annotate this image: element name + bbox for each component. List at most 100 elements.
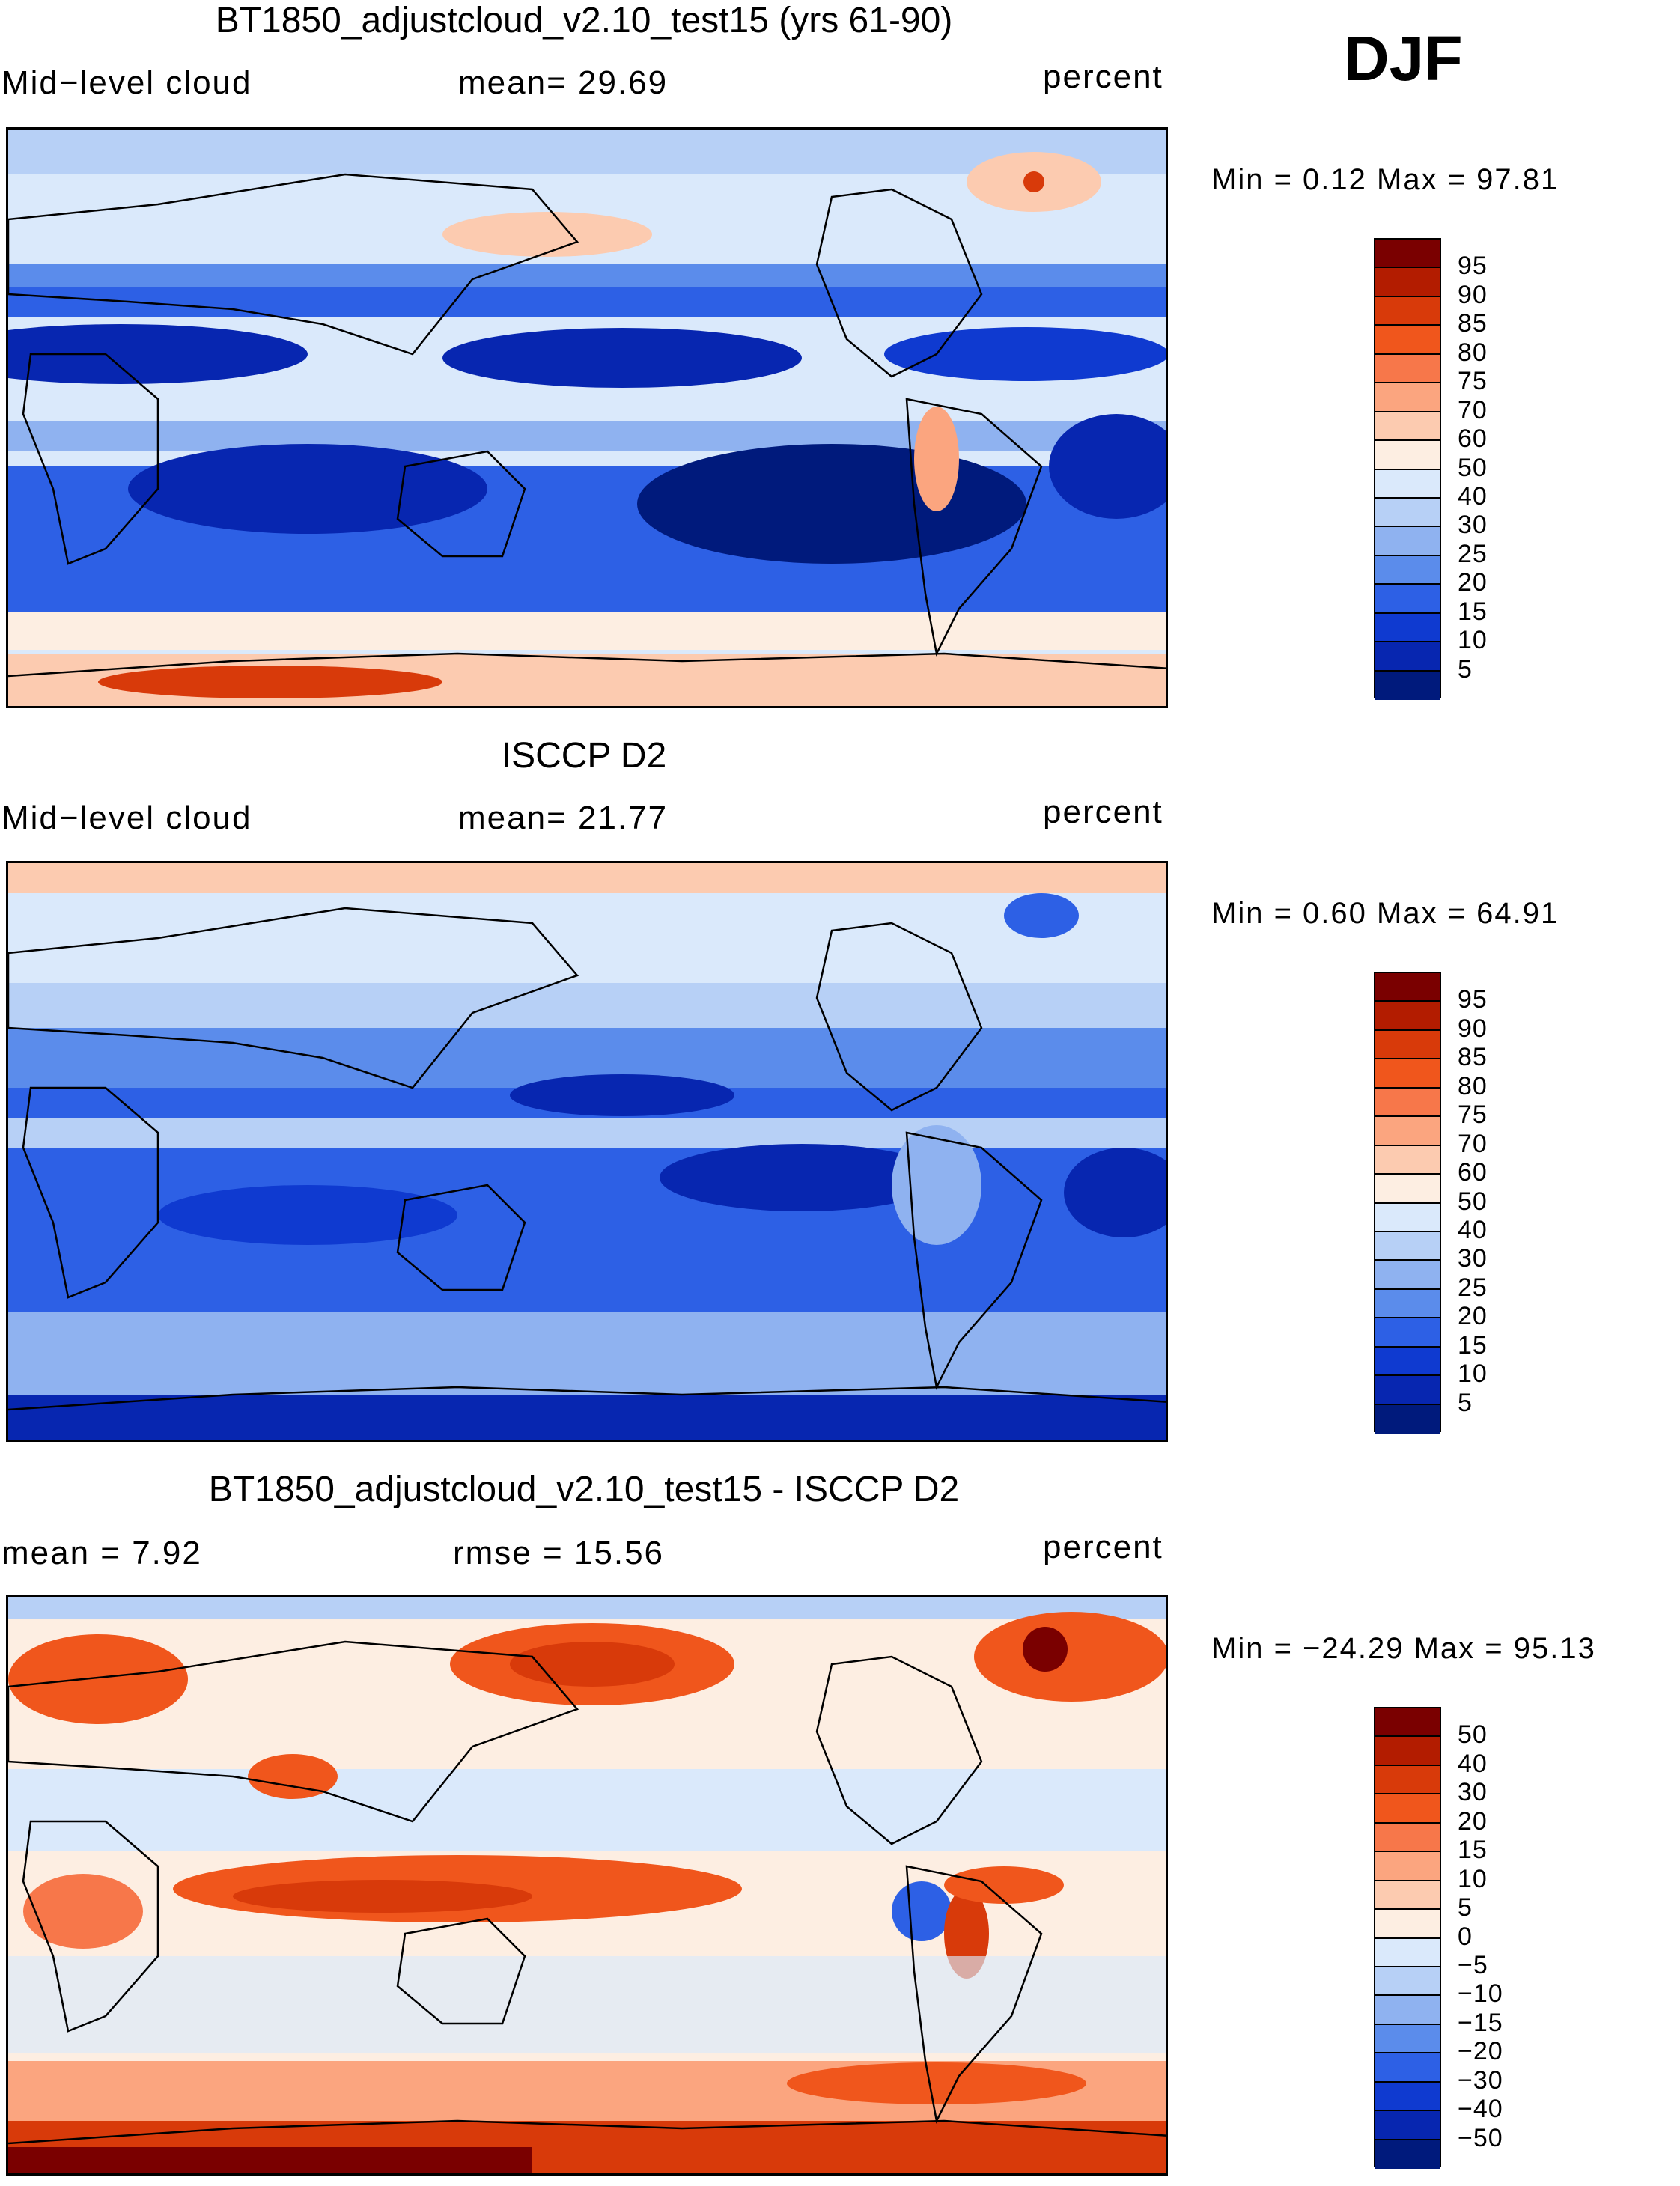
panel-3-tibet-positive [248, 1754, 338, 1799]
colorbar-swatch [1375, 1765, 1440, 1795]
panel-3-subtropic-s-band [8, 1956, 1166, 2053]
colorbar-tick-label: −15 [1458, 2008, 1503, 2037]
colorbar-swatch [1375, 1967, 1440, 1997]
panel-2-contour-plot [8, 863, 1166, 1440]
panel-3-coast-africa [22, 1820, 159, 2033]
colorbar-swatch [1375, 1938, 1440, 1967]
panel-2-coast-australia [396, 1184, 526, 1291]
colorbar-swatch [1375, 469, 1440, 499]
panel-1-units-label: percent [1043, 58, 1163, 95]
panel-3-rmse-label: rmse = 15.56 [453, 1535, 665, 1571]
panel-3-arctic-band [8, 1597, 1166, 1619]
panel-3-map [6, 1595, 1168, 2176]
colorbar-swatch [1375, 1794, 1440, 1824]
colorbar-swatch [1375, 1996, 1440, 2025]
panel-1-andes-high [914, 407, 959, 511]
panel-1-coast-africa [22, 353, 159, 565]
colorbar-swatch [1375, 441, 1440, 470]
colorbar-tick-label: 50 [1458, 453, 1488, 482]
colorbar-swatch [1375, 296, 1440, 326]
colorbar-swatch [1375, 240, 1440, 269]
panel-3-amazon-positive [944, 1866, 1064, 1904]
panel-3-europe-positive [8, 1634, 188, 1724]
colorbar-tick-label: 20 [1458, 1302, 1488, 1331]
panel-2-high-lat-n-band [8, 893, 1166, 983]
panel-2-variable-label: Mid−level cloud [1, 800, 252, 836]
panel-2-coast-north-america [815, 922, 983, 1112]
colorbar-tick-label: 85 [1458, 309, 1488, 338]
colorbar-swatch [1375, 1737, 1440, 1766]
panel-1-itcz-band [8, 421, 1166, 451]
panel-3-colorbar [1374, 1707, 1441, 2169]
colorbar-tick-label: 15 [1458, 1836, 1488, 1865]
colorbar-tick-label: 85 [1458, 1043, 1488, 1072]
panel-1-n-atlantic-low [884, 327, 1166, 381]
panel-1-sahara-low [8, 324, 308, 384]
panel-2-title: ISCCP D2 [501, 736, 667, 776]
panel-2-south-america-land [892, 1125, 981, 1245]
panel-3-minmax: Min = −24.29 Max = 95.13 [1211, 1632, 1596, 1665]
panel-1-arctic-band [8, 130, 1166, 174]
colorbar-tick-label: 10 [1458, 626, 1488, 655]
colorbar-swatch [1375, 1231, 1440, 1261]
colorbar-swatch [1375, 268, 1440, 297]
colorbar-tick-label: 0 [1458, 1922, 1473, 1951]
colorbar-swatch [1375, 1404, 1440, 1434]
panel-3-antarctic-peak [8, 2147, 532, 2173]
panel-1-mean-label: mean= 29.69 [458, 64, 669, 101]
panel-3-contour-plot [8, 1597, 1166, 2173]
panel-3-maritime-positive [233, 1880, 532, 1913]
colorbar-swatch [1375, 585, 1440, 614]
colorbar-swatch [1375, 2111, 1440, 2140]
colorbar-swatch [1375, 383, 1440, 412]
colorbar-tick-label: 15 [1458, 597, 1488, 626]
colorbar-tick-label: 95 [1458, 985, 1488, 1014]
panel-3-greenland-peak [1023, 1627, 1068, 1672]
colorbar-tick-label: −50 [1458, 2123, 1503, 2152]
colorbar-swatch [1375, 2024, 1440, 2054]
colorbar-tick-label: 80 [1458, 338, 1488, 367]
panel-2-greenland-low [1004, 893, 1079, 938]
panel-3-greenland-positive [974, 1612, 1166, 1702]
panel-3-mean-label: mean = 7.92 [1, 1535, 202, 1571]
colorbar-swatch [1375, 498, 1440, 528]
panel-2-coast-south-america [905, 1131, 1043, 1390]
colorbar-swatch [1375, 1059, 1440, 1089]
colorbar-swatch [1375, 1030, 1440, 1060]
panel-3-coast-eurasia [8, 1640, 579, 1823]
panel-2-coast-africa [22, 1086, 159, 1299]
panel-1-minmax: Min = 0.12 Max = 97.81 [1211, 163, 1559, 196]
panel-3-units-label: percent [1043, 1529, 1163, 1565]
panel-2-coast-eurasia [8, 907, 579, 1089]
colorbar-swatch [1375, 1376, 1440, 1405]
colorbar-tick-label: 60 [1458, 424, 1488, 454]
colorbar-swatch [1375, 671, 1440, 700]
colorbar-swatch [1375, 555, 1440, 585]
colorbar-swatch [1375, 1117, 1440, 1146]
colorbar-swatch [1375, 642, 1440, 672]
panel-3-coast-antarctica [8, 2119, 1166, 2145]
panel-2-subtropic-s-band [8, 1148, 1166, 1320]
panel-2-southern-ocean-band [8, 1312, 1166, 1395]
panel-1-s-atlantic-low [1049, 414, 1166, 519]
colorbar-swatch [1375, 613, 1440, 643]
colorbar-tick-label: 5 [1458, 1388, 1473, 1417]
colorbar-swatch [1375, 412, 1440, 442]
colorbar-swatch [1375, 1708, 1440, 1738]
colorbar-swatch [1375, 1852, 1440, 1881]
panel-1-se-pacific-low [637, 444, 1026, 564]
panel-3-coast-australia [396, 1917, 526, 2025]
panel-1-antarctic-high [98, 666, 442, 698]
colorbar-tick-label: 50 [1458, 1720, 1488, 1750]
panel-1-coast-north-america [815, 188, 983, 378]
colorbar-swatch [1375, 1175, 1440, 1204]
colorbar-tick-label: 20 [1458, 568, 1488, 597]
colorbar-swatch [1375, 1910, 1440, 1939]
colorbar-tick-label: −40 [1458, 2095, 1503, 2124]
colorbar-tick-label: 50 [1458, 1187, 1488, 1216]
colorbar-swatch [1375, 1088, 1440, 1118]
panel-1-southern-ocean-band [8, 612, 1166, 650]
colorbar-tick-label: 20 [1458, 1806, 1488, 1836]
colorbar-swatch [1375, 1289, 1440, 1319]
panel-1-coast-australia [396, 450, 526, 558]
